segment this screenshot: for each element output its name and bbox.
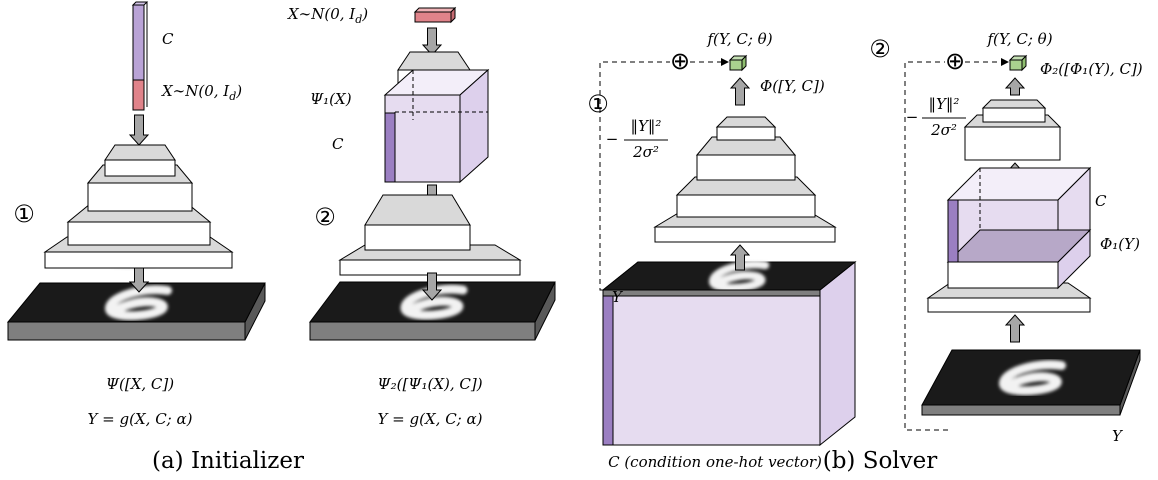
slab-front bbox=[928, 298, 1090, 312]
slab-top bbox=[983, 100, 1045, 108]
image-edge bbox=[603, 290, 820, 296]
slab-top bbox=[717, 117, 775, 127]
network-label: Ψ₂([Ψ₁(X), C]) bbox=[377, 375, 482, 393]
input-box-side bbox=[820, 262, 855, 445]
digit-six bbox=[110, 290, 168, 316]
noise-block-top bbox=[415, 8, 455, 12]
phi1-label: Φ₁(Y) bbox=[1100, 235, 1140, 253]
condition-strip bbox=[948, 200, 958, 262]
slab-front bbox=[965, 127, 1060, 160]
c-label: C bbox=[332, 135, 344, 153]
input-box-front bbox=[603, 290, 820, 445]
c-label: C bbox=[162, 30, 174, 48]
c-label: C (condition one-hot vector) bbox=[608, 453, 822, 471]
arrow bbox=[731, 78, 749, 105]
condition-bar-top bbox=[133, 2, 147, 5]
psi1-label: Ψ₁(X) bbox=[310, 90, 352, 108]
figure: C X∼N(0, Id) ① Ψ([X, C]) Y = g(X, C; α) … bbox=[0, 0, 1158, 480]
slab-front bbox=[45, 252, 232, 268]
slab-front bbox=[677, 195, 815, 217]
equation: Y = g(X, C; α) bbox=[378, 410, 483, 428]
caption: (a) Initializer bbox=[152, 448, 304, 474]
caption: (b) Solver bbox=[823, 448, 938, 474]
equation: Y = g(X, C; α) bbox=[88, 410, 193, 428]
fraction-denominator: 2σ² bbox=[930, 121, 957, 139]
slab-front bbox=[88, 183, 192, 211]
y-label: Y bbox=[1112, 427, 1124, 445]
fraction-numerator: ‖Y‖² bbox=[929, 95, 960, 113]
slab-front bbox=[983, 108, 1045, 122]
network-label: Φ([Y, C]) bbox=[760, 77, 825, 95]
arrow bbox=[423, 28, 441, 55]
condition-strip bbox=[385, 113, 395, 182]
feature-cube-front bbox=[385, 95, 460, 182]
phi1-block-front bbox=[948, 262, 1058, 288]
output-label: f(Y, C; θ) bbox=[706, 30, 772, 48]
plus-symbol: ⊕ bbox=[945, 47, 965, 75]
slab-front bbox=[365, 225, 470, 250]
slab-top bbox=[398, 52, 470, 70]
output-block-front bbox=[1010, 60, 1022, 70]
noise-block-front bbox=[415, 12, 451, 22]
shapes bbox=[8, 2, 1140, 445]
noise-label: X∼N(0, Id) bbox=[287, 5, 368, 26]
slab-front bbox=[68, 222, 210, 245]
plus-symbol: ⊕ bbox=[670, 47, 690, 75]
noise-bar bbox=[133, 80, 144, 110]
arrow bbox=[1006, 315, 1024, 342]
slab-top bbox=[105, 145, 175, 160]
panel-marker: ① bbox=[13, 200, 35, 228]
plate-front bbox=[8, 322, 245, 340]
output-label: f(Y, C; θ) bbox=[986, 30, 1052, 48]
slab-front bbox=[655, 227, 835, 242]
arrow bbox=[130, 115, 148, 145]
slab-front bbox=[105, 160, 175, 176]
slab-top bbox=[365, 195, 470, 225]
neg-sign: − bbox=[906, 108, 919, 126]
fraction-denominator: 2σ² bbox=[632, 143, 659, 161]
condition-bar bbox=[133, 5, 144, 80]
panel-marker: ② bbox=[314, 203, 336, 231]
noise-label: X∼N(0, Id) bbox=[161, 82, 242, 103]
arrow bbox=[1006, 78, 1024, 95]
slab-front bbox=[717, 127, 775, 140]
output-block-front bbox=[730, 60, 742, 70]
digit-six bbox=[1004, 365, 1062, 391]
condition-strip bbox=[603, 296, 613, 445]
panel-marker: ① bbox=[587, 90, 609, 118]
slab-front bbox=[697, 155, 795, 180]
network-label: Φ₂([Φ₁(Y), C]) bbox=[1040, 60, 1143, 78]
network-label: Ψ([X, C]) bbox=[106, 375, 174, 393]
plate-front bbox=[310, 322, 535, 340]
plate-front bbox=[922, 405, 1120, 415]
c-label: C bbox=[1095, 192, 1107, 210]
panel-marker: ② bbox=[869, 35, 891, 63]
fraction-numerator: ‖Y‖² bbox=[631, 117, 662, 135]
neg-sign: − bbox=[606, 130, 619, 148]
